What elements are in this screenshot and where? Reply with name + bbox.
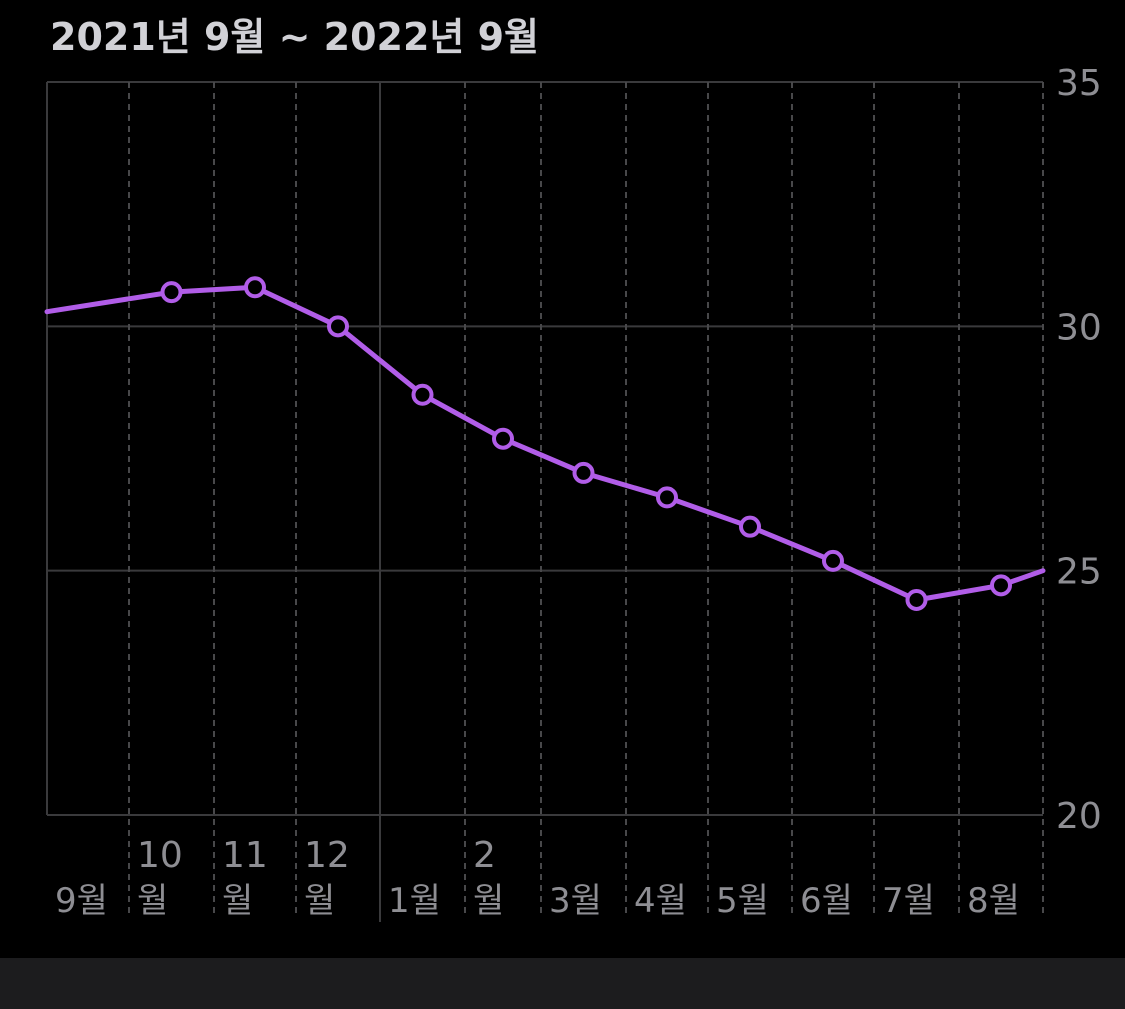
- x-tick-label-top: 11: [222, 835, 268, 876]
- data-point: [739, 515, 761, 538]
- x-tick-label: 월: [304, 881, 335, 921]
- x-tick-label: 월: [473, 881, 504, 921]
- x-tick-label: 3월: [549, 881, 602, 921]
- y-tick-label: 30: [1056, 307, 1102, 348]
- data-point: [327, 315, 349, 338]
- y-tick-label: 20: [1056, 796, 1102, 837]
- chart-title: 2021년 9월 ~ 2022년 9월: [50, 15, 540, 59]
- x-tick-label: 월: [222, 881, 253, 921]
- x-tick-label: 8월: [967, 881, 1020, 921]
- data-point: [411, 383, 434, 406]
- data-point: [492, 427, 514, 450]
- series-line: [44, 284, 1046, 603]
- x-tick-label-top: 10: [137, 835, 183, 876]
- bottom-bar: [0, 958, 1125, 1009]
- data-point: [572, 461, 595, 484]
- y-tick-label: 25: [1056, 552, 1102, 593]
- x-tick-label-top: 2: [473, 835, 496, 876]
- data-point: [822, 549, 844, 572]
- line-chart: 20 25 30 35 9월 10 월 11 월 12 월 1월 2 월 3월 4월 5월 6월 7월 8월: [44, 63, 1102, 922]
- data-point: [905, 588, 928, 611]
- x-tick-label: 7월: [882, 881, 935, 921]
- x-tick-label: 6월: [800, 881, 853, 921]
- x-tick-label-top: 12: [304, 835, 350, 876]
- data-point: [244, 276, 266, 299]
- x-tick-label: 9월: [55, 881, 108, 921]
- y-tick-label: 35: [1056, 63, 1102, 104]
- x-tick-label: 1월: [388, 881, 441, 921]
- x-tick-label: 4월: [634, 881, 687, 921]
- data-point: [160, 281, 183, 304]
- x-tick-label: 월: [137, 881, 168, 921]
- data-point: [990, 574, 1012, 597]
- data-point: [656, 486, 678, 509]
- x-tick-label: 5월: [716, 881, 769, 921]
